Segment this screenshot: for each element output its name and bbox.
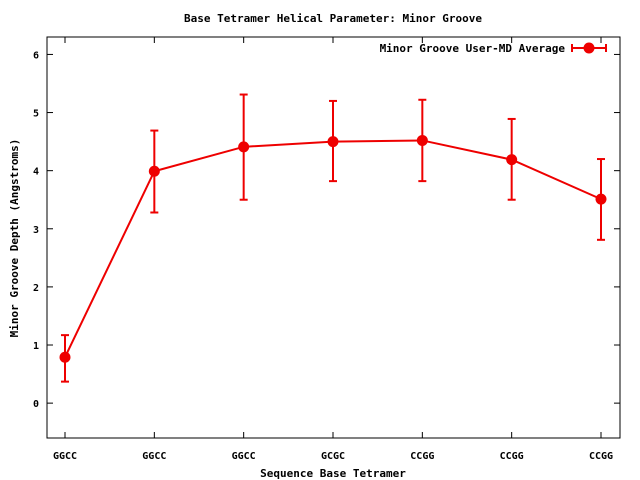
y-tick-label-3: 3 [33,225,39,236]
legend-label: Minor Groove User-MD Average [380,42,566,55]
data-point-4 [416,134,428,146]
data-point-5 [506,154,518,166]
x-tick-label-1: GGCC [142,451,166,462]
legend-marker [583,42,595,54]
series-layer [59,93,607,383]
y-axis: 0 1 2 3 4 5 6 [33,50,620,410]
data-point-0 [59,351,71,363]
y-tick-label-4: 4 [33,167,39,178]
data-point-6 [595,193,607,205]
y-tick-label-1: 1 [33,341,39,352]
data-point-3 [327,136,339,148]
x-tick-label-2: GGCC [232,451,256,462]
x-tick-label-0: GGCC [53,451,77,462]
y-tick-label-6: 6 [33,50,39,61]
legend: Minor Groove User-MD Average [380,42,607,55]
chart-title: Base Tetramer Helical Parameter: Minor G… [184,12,482,25]
y-axis-label: Minor Groove Depth (Angstroms) [8,139,21,338]
x-axis: GGCC GGCC GGCC GCGC CCGG CCGG CCGG [53,37,613,462]
x-axis-label: Sequence Base Tetramer [260,467,406,480]
data-point-2 [238,141,250,153]
plot-frame [46,36,621,439]
y-tick-label-5: 5 [33,109,39,120]
x-tick-label-5: CCGG [500,451,524,462]
x-tick-label-6: CCGG [589,451,613,462]
y-tick-label-0: 0 [33,399,39,410]
x-tick-label-4: CCGG [410,451,434,462]
data-point-1 [148,165,160,177]
y-tick-label-2: 2 [33,283,39,294]
x-tick-label-3: GCGC [321,451,345,462]
